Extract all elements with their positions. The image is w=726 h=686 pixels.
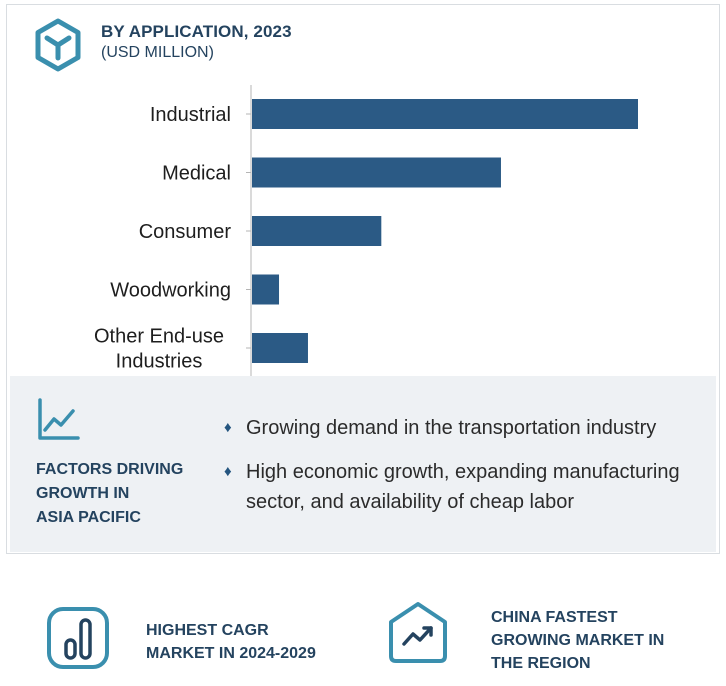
application-bar-chart: Industrial Medical Consumer Woodworking Othe… — [94, 85, 638, 377]
chart-title: BY APPLICATION, 2023 — [101, 22, 292, 41]
factors-title-line: ASIA PACIFIC — [36, 509, 141, 526]
bar-consumer — [252, 216, 382, 246]
highlight-cagr: HIGHEST CAGR MARKET IN 2024-2029 — [146, 619, 366, 665]
category-label: Consumer — [139, 221, 232, 243]
diamond-bullet-icon: ♦ — [224, 463, 232, 480]
bar-gauge-icon — [47, 607, 109, 669]
factors-title-line: GROWTH IN — [36, 485, 130, 502]
highlight-line: THE REGION — [491, 655, 591, 672]
factor-text: High economic growth, expanding manufact… — [246, 461, 680, 513]
factor-text: Growing demand in the transportation ind… — [246, 417, 657, 439]
growth-house-icon — [389, 602, 447, 663]
category-label: Other End-use Industries — [94, 326, 224, 373]
factors-title-line: FACTORS DRIVING — [36, 461, 184, 478]
category-label: Woodworking — [110, 280, 231, 302]
category-label: Medical — [162, 163, 231, 185]
trend-chart-icon — [38, 398, 80, 440]
bar-medical — [252, 157, 501, 188]
category-label: Industrial — [150, 104, 231, 126]
bar-woodworking — [252, 274, 280, 305]
factors-panel: FACTORS DRIVING GROWTH IN ASIA PACIFIC ♦… — [10, 376, 716, 552]
highlight-china: CHINA FASTEST GROWING MARKET IN THE REGI… — [491, 606, 711, 675]
cube-logo-icon — [35, 18, 81, 72]
highlight-line: GROWING MARKET IN — [491, 632, 665, 649]
chart-subtitle: (USD MILLION) — [101, 44, 214, 61]
highlight-line: MARKET IN 2024-2029 — [146, 645, 316, 662]
highlight-line: CHINA FASTEST — [491, 609, 618, 626]
bar-other-end-use-industries — [252, 333, 308, 363]
diamond-bullet-icon: ♦ — [224, 419, 232, 436]
bar-industrial — [252, 99, 638, 129]
factors-title: FACTORS DRIVING GROWTH IN ASIA PACIFIC — [36, 458, 216, 530]
highlight-line: HIGHEST CAGR — [146, 622, 269, 639]
